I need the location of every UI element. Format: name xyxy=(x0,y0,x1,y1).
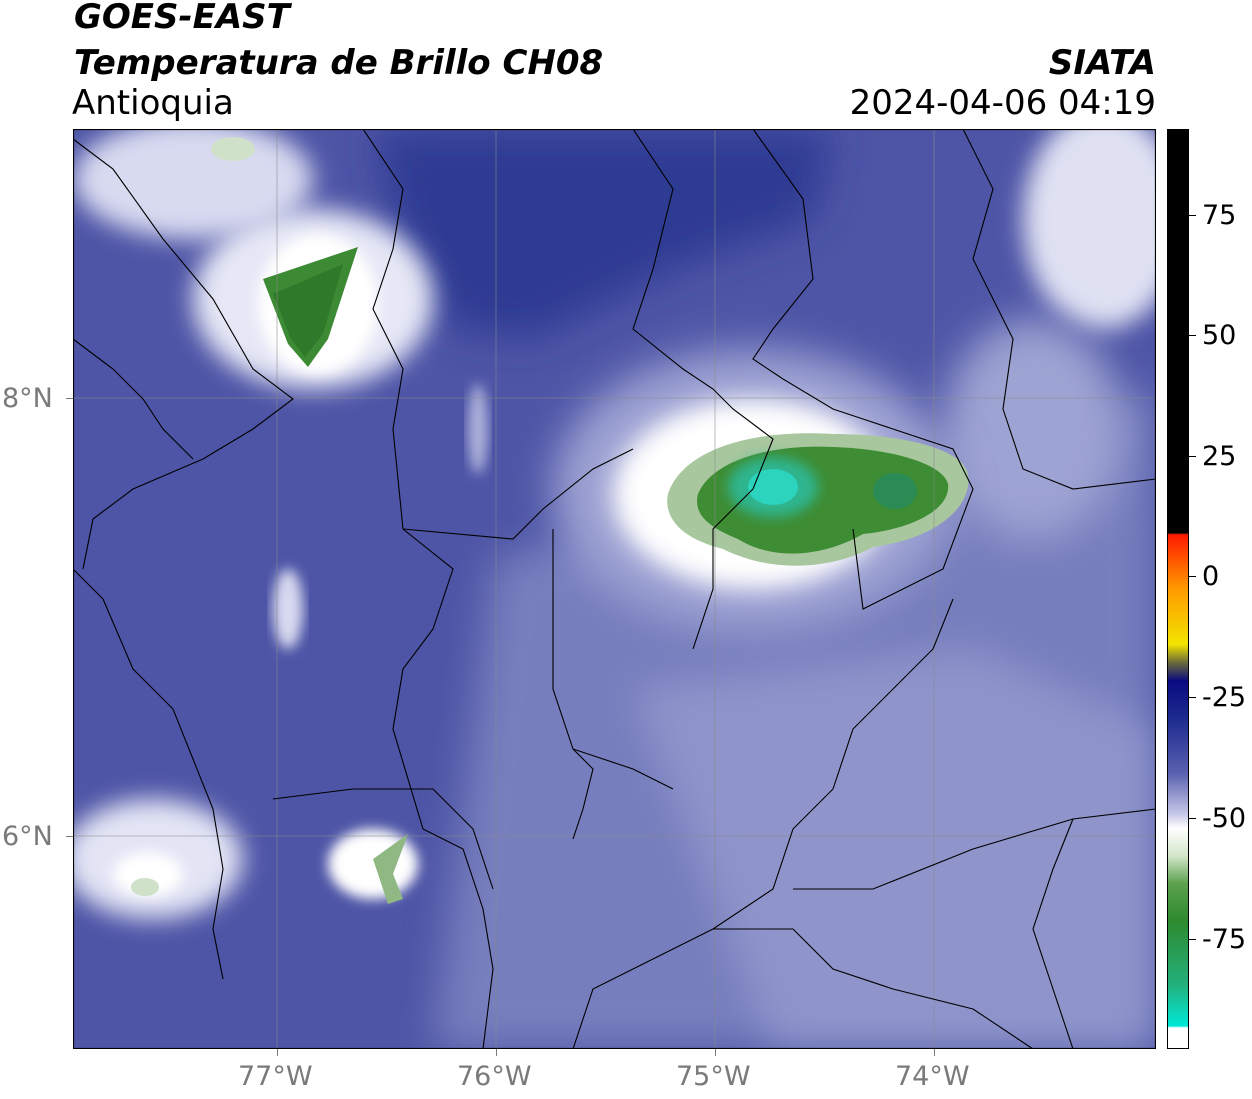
satellite-title: GOES-EAST xyxy=(74,0,290,37)
colorbar-tick-label: -25 xyxy=(1202,682,1247,713)
colorbar-tick xyxy=(1189,215,1196,216)
x-tick-mark xyxy=(715,1049,716,1056)
colorbar-tick-label: 75 xyxy=(1202,200,1237,231)
colorbar-tick xyxy=(1189,576,1196,577)
x-tick-mark xyxy=(277,1049,278,1056)
colorbar-tick xyxy=(1189,335,1196,336)
x-tick-label: 77°W xyxy=(238,1061,313,1092)
y-tick-label: 6°N xyxy=(2,821,53,852)
x-tick-label: 75°W xyxy=(676,1061,751,1092)
colorbar-tick xyxy=(1189,697,1196,698)
x-tick-mark xyxy=(496,1049,497,1056)
y-tick-label: 8°N xyxy=(2,383,53,414)
product-title: Temperatura de Brillo CH08 xyxy=(74,43,604,83)
colorbar-tick xyxy=(1189,456,1196,457)
colorbar-tick-label: -50 xyxy=(1202,803,1247,834)
colorbar-tick xyxy=(1189,939,1196,940)
colorbar-tick-label: 0 xyxy=(1202,561,1220,592)
x-tick-label: 76°W xyxy=(457,1061,532,1092)
brand-label: SIATA xyxy=(1048,43,1156,83)
x-tick-mark xyxy=(934,1049,935,1056)
brightness-temperature-map xyxy=(73,129,1156,1049)
colorbar-tick xyxy=(1189,818,1196,819)
colorbar-tick-label: -75 xyxy=(1202,924,1247,955)
colorbar-tick-label: 50 xyxy=(1202,320,1237,351)
y-tick-mark xyxy=(66,836,73,837)
colorbar-tick-label: 25 xyxy=(1202,441,1237,472)
x-tick-label: 74°W xyxy=(895,1061,970,1092)
y-tick-mark xyxy=(66,398,73,399)
region-label: Antioquia xyxy=(72,83,234,123)
temperature-colorbar xyxy=(1167,129,1189,1049)
timestamp-label: 2024-04-06 04:19 xyxy=(849,83,1156,123)
